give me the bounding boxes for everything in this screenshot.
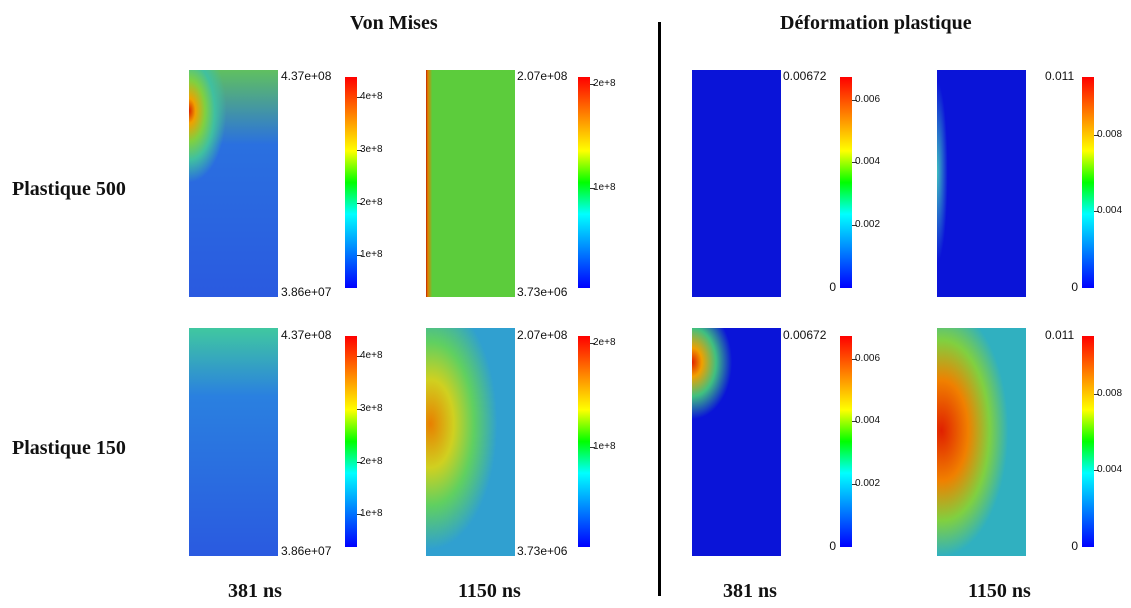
tick-label: 0.004 [1097, 205, 1123, 217]
tick-mark [590, 343, 595, 345]
tick-mark [1094, 134, 1099, 136]
max-label: 4.37e+08 [281, 69, 332, 83]
colorbar [345, 77, 357, 288]
tick-mark [1094, 393, 1099, 395]
field-image [692, 328, 781, 556]
min-label: 0 [829, 539, 836, 553]
tick-mark [357, 408, 362, 410]
min-label: 0 [1071, 280, 1078, 294]
row-label: Plastique 500 [12, 178, 126, 200]
colorbar [840, 77, 852, 288]
tick-mark [357, 461, 362, 463]
tick-label: 3e+8 [360, 402, 383, 414]
tick-mark [590, 84, 595, 86]
colorbar [345, 336, 357, 547]
divider [658, 22, 661, 596]
tick-mark [357, 514, 362, 516]
tick-label: 0.004 [1097, 464, 1123, 476]
tick-label: 3e+8 [360, 143, 383, 155]
max-label: 0.011 [1045, 328, 1075, 342]
min-label: 3.86e+07 [281, 544, 332, 558]
tick-label: 0.002 [855, 219, 881, 231]
tick-label: 0.008 [1097, 128, 1123, 140]
colorbar [578, 336, 590, 547]
max-label: 0.011 [1045, 69, 1075, 83]
tick-mark [852, 162, 857, 164]
column-label: 1150 ns [458, 580, 521, 602]
tick-mark [852, 358, 857, 360]
row-label: Plastique 150 [12, 437, 126, 459]
tick-label: 4e+8 [360, 349, 383, 361]
min-label: 0 [1071, 539, 1078, 553]
column-label: 381 ns [723, 580, 777, 602]
field-image [189, 70, 278, 297]
tick-label: 0.006 [855, 352, 881, 364]
tick-mark [357, 202, 362, 204]
tick-mark [357, 149, 362, 151]
tick-label: 0.006 [855, 93, 881, 105]
min-label: 3.73e+06 [517, 285, 568, 299]
field-image [189, 328, 278, 556]
header: Von Mises [350, 12, 438, 34]
field-image [426, 70, 515, 297]
tick-label: 0.004 [855, 156, 881, 168]
max-label: 0.00672 [783, 69, 827, 83]
max-label: 2.07e+08 [517, 69, 568, 83]
tick-mark [1094, 470, 1099, 472]
tick-mark [1094, 211, 1099, 213]
min-label: 3.73e+06 [517, 544, 568, 558]
tick-mark [357, 96, 362, 98]
tick-mark [590, 188, 595, 190]
tick-mark [590, 447, 595, 449]
min-label: 0 [829, 280, 836, 294]
field-image [937, 328, 1026, 556]
tick-label: 2e+8 [593, 337, 616, 349]
column-label: 1150 ns [968, 580, 1031, 602]
max-label: 4.37e+08 [281, 328, 332, 342]
tick-mark [852, 421, 857, 423]
tick-mark [852, 225, 857, 227]
tick-label: 1e+8 [593, 441, 616, 453]
max-label: 2.07e+08 [517, 328, 568, 342]
colorbar [578, 77, 590, 288]
tick-mark [852, 99, 857, 101]
colorbar [840, 336, 852, 547]
tick-mark [357, 255, 362, 257]
field-image [937, 70, 1026, 297]
field-image [426, 328, 515, 556]
tick-label: 1e+8 [360, 508, 383, 520]
tick-label: 2e+8 [593, 78, 616, 90]
tick-label: 0.008 [1097, 387, 1123, 399]
tick-label: 2e+8 [360, 455, 383, 467]
tick-label: 4e+8 [360, 90, 383, 102]
tick-label: 0.002 [855, 478, 881, 490]
max-label: 0.00672 [783, 328, 827, 342]
tick-label: 1e+8 [593, 182, 616, 194]
column-label: 381 ns [228, 580, 282, 602]
colorbar [1082, 77, 1094, 288]
tick-mark [357, 355, 362, 357]
tick-label: 1e+8 [360, 249, 383, 261]
tick-label: 0.004 [855, 415, 881, 427]
min-label: 3.86e+07 [281, 285, 332, 299]
tick-mark [852, 484, 857, 486]
header: Déformation plastique [780, 12, 972, 34]
tick-label: 2e+8 [360, 196, 383, 208]
colorbar [1082, 336, 1094, 547]
field-image [692, 70, 781, 297]
